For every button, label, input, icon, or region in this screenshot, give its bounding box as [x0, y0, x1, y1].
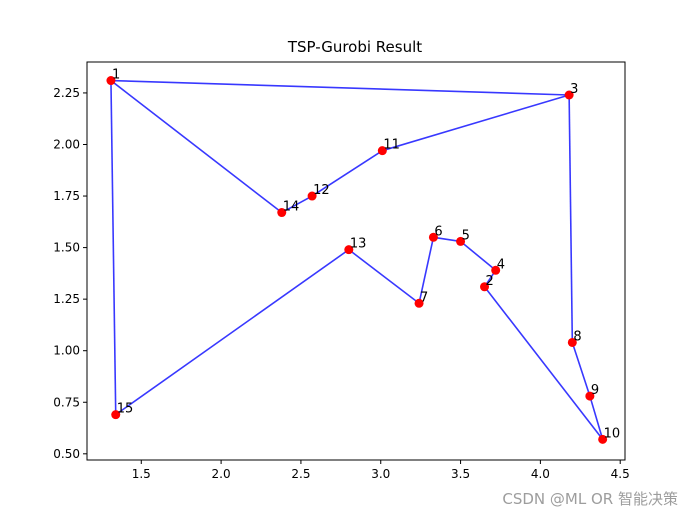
city-point — [567, 337, 577, 347]
city-label: 7 — [420, 290, 428, 305]
watermark: CSDN @ML OR 智能决策 — [502, 490, 678, 508]
y-tick-label: 0.75 — [53, 395, 80, 409]
route-segment — [311, 150, 383, 197]
x-tick-label: 3.0 — [371, 467, 390, 481]
route-segment — [418, 237, 435, 304]
city-label: 11 — [383, 138, 400, 153]
route-segment — [281, 195, 313, 214]
city-label: 6 — [434, 224, 442, 239]
city-label: 3 — [570, 82, 578, 97]
x-axis: 1.5 2.0 2.5 3.0 3.5 4.0 4.5 — [132, 460, 630, 481]
route-segment — [348, 249, 420, 304]
route-segment — [433, 236, 461, 243]
route-segment — [568, 94, 574, 343]
city-label: 5 — [462, 228, 470, 243]
city-point — [111, 410, 121, 420]
city-point — [106, 76, 116, 86]
city-point — [480, 282, 490, 292]
y-axis: 0.50 0.75 1.00 1.25 1.50 1.75 2.00 2.25 — [53, 86, 87, 461]
city-point — [598, 434, 608, 444]
route-segment — [589, 395, 604, 440]
city-label: 10 — [604, 426, 621, 441]
x-tick-label: 4.5 — [611, 467, 630, 481]
route-segment — [483, 286, 604, 440]
city-label: 15 — [117, 402, 134, 417]
tour-path — [110, 79, 604, 440]
city-point — [344, 245, 354, 255]
city-point — [564, 90, 574, 100]
route-segment — [571, 342, 591, 397]
y-tick-label: 1.00 — [53, 344, 80, 358]
route-segment — [115, 249, 350, 416]
y-tick-label: 1.75 — [53, 189, 80, 203]
city-point — [491, 265, 501, 275]
city-label: 8 — [573, 329, 581, 344]
chart-title: TSP-Gurobi Result — [287, 38, 422, 56]
y-tick-label: 0.50 — [53, 447, 80, 461]
plot-area-frame — [86, 61, 626, 461]
y-tick-label: 2.00 — [53, 137, 80, 151]
city-point — [377, 146, 387, 156]
city-label: 14 — [283, 200, 300, 215]
x-tick-label: 1.5 — [132, 467, 151, 481]
city-point — [585, 391, 595, 401]
city-label: 4 — [497, 257, 505, 272]
route-segment — [460, 240, 497, 271]
route-segment — [110, 79, 283, 214]
city-label: 1 — [112, 68, 120, 83]
city-points — [106, 76, 608, 444]
city-label: 13 — [350, 237, 367, 252]
city-point — [277, 208, 287, 218]
route-segment — [110, 80, 117, 415]
city-point — [428, 232, 438, 242]
city-label: 9 — [591, 383, 599, 398]
y-tick-label: 1.50 — [53, 241, 80, 255]
route-segment — [110, 79, 570, 96]
city-label: 2 — [486, 274, 494, 289]
x-tick-label: 4.0 — [531, 467, 550, 481]
city-label: 12 — [313, 183, 330, 198]
city-point — [456, 236, 466, 246]
x-tick-label: 2.5 — [291, 467, 310, 481]
x-tick-label: 2.0 — [212, 467, 231, 481]
y-tick-label: 2.25 — [53, 86, 80, 100]
x-tick-label: 3.5 — [451, 467, 470, 481]
city-point — [414, 298, 424, 308]
y-tick-label: 1.25 — [53, 292, 80, 306]
route-segment — [382, 94, 570, 152]
city-point — [307, 191, 317, 201]
